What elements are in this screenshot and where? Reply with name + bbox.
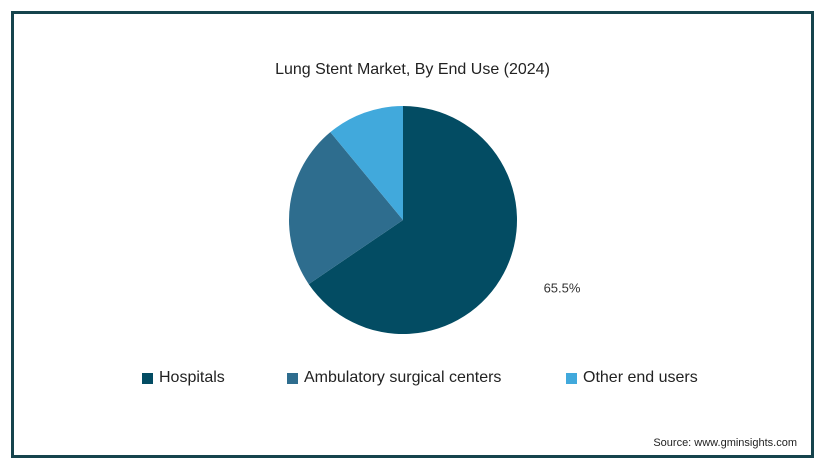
legend-item-other: Other end users — [566, 369, 698, 387]
legend-swatch-hospitals — [142, 372, 153, 384]
pie-chart: 65.5% — [288, 106, 581, 334]
data-label-hospitals: 65.5% — [544, 280, 581, 295]
legend-item-ambulatory: Ambulatory surgical centers — [287, 369, 501, 387]
legend-label-ambulatory: Ambulatory surgical centers — [304, 369, 502, 386]
chart-frame: Lung Stent Market, By End Use (2024) 65.… — [11, 11, 814, 458]
legend-swatch-ambulatory — [287, 372, 298, 384]
legend-swatch-other — [566, 372, 577, 384]
legend-item-hospitals: Hospitals — [142, 369, 225, 387]
pie-slices — [288, 106, 517, 334]
legend: Hospitals Ambulatory surgical centers Ot… — [14, 369, 811, 391]
pie-slice-ambulatory — [288, 132, 403, 285]
pie-slice-other — [330, 106, 403, 220]
pie-labels: 65.5% — [544, 280, 581, 295]
pie-slice-hospitals — [308, 106, 517, 334]
source-note: Source: www.gminsights.com — [653, 437, 797, 449]
legend-label-hospitals: Hospitals — [159, 369, 225, 386]
chart-title: Lung Stent Market, By End Use (2024) — [275, 61, 550, 78]
legend-label-other: Other end users — [583, 369, 698, 386]
